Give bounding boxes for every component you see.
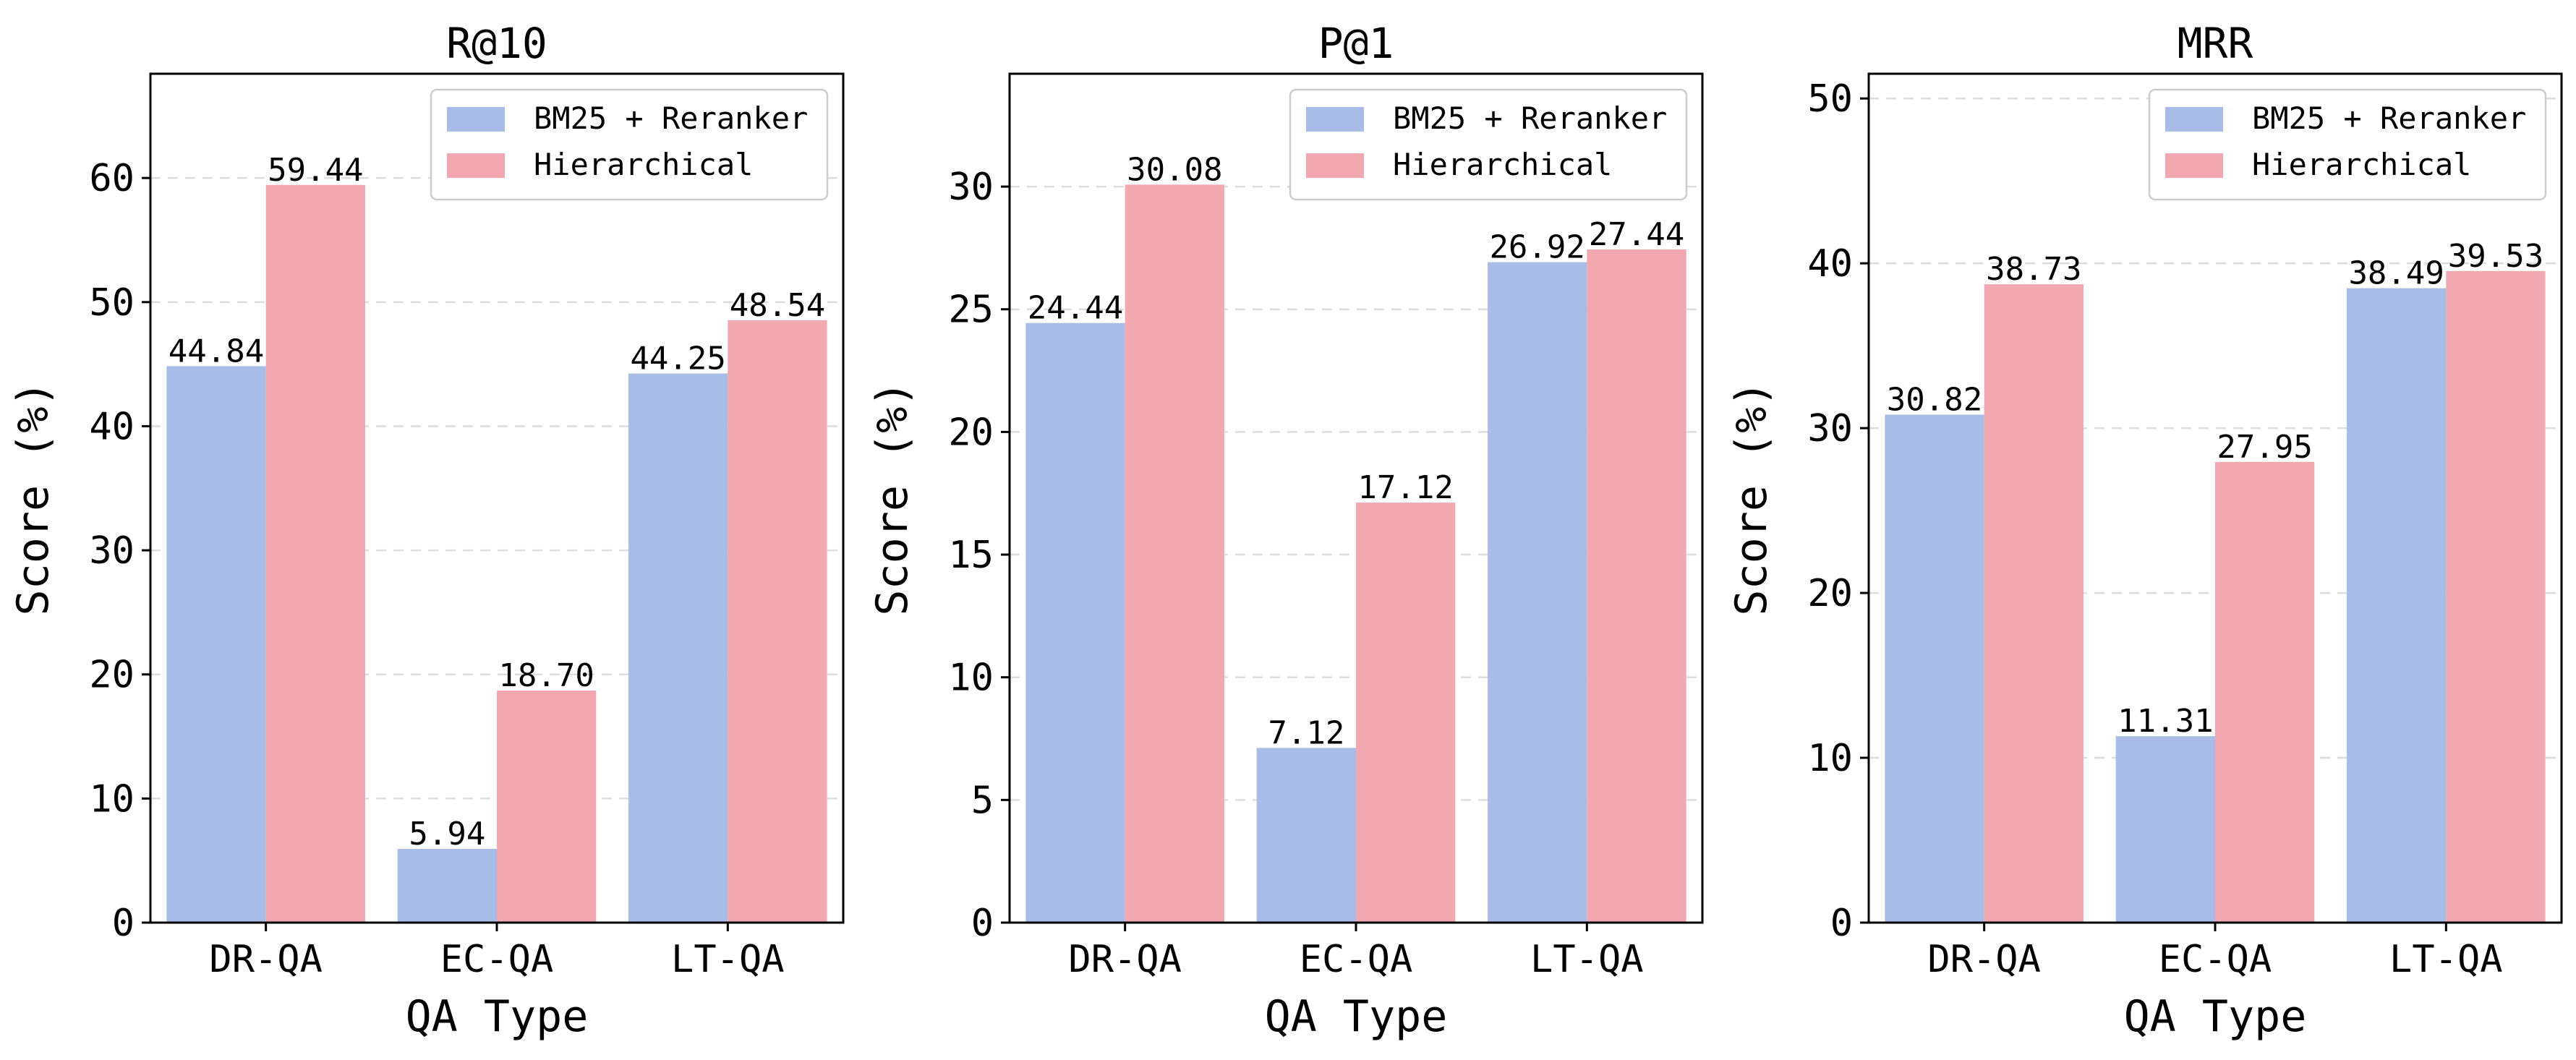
y-tick-label: 30 bbox=[948, 166, 994, 209]
bar-bm25-reranker-lt-qa bbox=[2347, 288, 2447, 923]
y-tick-label: 5 bbox=[971, 779, 994, 822]
legend-swatch bbox=[447, 107, 505, 132]
bar-value-label: 30.82 bbox=[1887, 381, 1982, 418]
bar-bm25-reranker-lt-qa bbox=[1488, 262, 1587, 923]
y-tick-label: 25 bbox=[948, 288, 994, 332]
bar-hierarchical-lt-qa bbox=[728, 320, 827, 923]
x-axis-label: QA Type bbox=[2124, 991, 2307, 1042]
chart-title: R@10 bbox=[446, 19, 547, 68]
legend-frame bbox=[2148, 88, 2547, 201]
bar-hierarchical-ec-qa bbox=[1356, 503, 1456, 923]
chart-panel-2: 24.44 7.12 26.92 30.08 17.12 27.44 0 5 10 15 20 25 3… bbox=[867, 19, 1704, 1042]
bar-value-label: 24.44 bbox=[1028, 290, 1123, 327]
y-tick-label: 10 bbox=[948, 657, 994, 700]
x-tick-label: LT-QA bbox=[671, 938, 785, 981]
bar-value-label: 44.25 bbox=[630, 341, 725, 377]
legend-swatch bbox=[2165, 107, 2223, 132]
bar-bm25-reranker-dr-qa bbox=[1025, 322, 1125, 923]
x-tick-label: DR-QA bbox=[1927, 938, 2041, 981]
legend-swatch bbox=[1306, 107, 1364, 132]
y-tick-label: 20 bbox=[948, 411, 994, 454]
x-axis-label: QA Type bbox=[406, 991, 589, 1042]
chart-panel-1: 44.84 5.94 44.25 59.44 18.70 48.54 0 10 20 30 40 50… bbox=[8, 19, 845, 1042]
bar-hierarchical-ec-qa bbox=[2215, 461, 2315, 923]
bar-hierarchical-dr-qa bbox=[1984, 284, 2084, 923]
y-axis-label: Score (%) bbox=[867, 380, 918, 615]
bar-value-label: 48.54 bbox=[730, 287, 825, 324]
x-tick-label: LT-QA bbox=[2389, 938, 2503, 981]
x-tick-label: DR-QA bbox=[209, 938, 323, 981]
chart-legend: BM25 + Reranker Hierarchical bbox=[2148, 88, 2547, 201]
bar-bm25-reranker-ec-qa bbox=[2115, 736, 2215, 923]
x-tick-label: EC-QA bbox=[1300, 938, 1413, 981]
bar-value-label: 5.94 bbox=[409, 816, 485, 852]
y-tick-label: 50 bbox=[89, 281, 135, 325]
legend-swatch bbox=[2165, 153, 2223, 178]
chart-title: MRR bbox=[2178, 19, 2253, 68]
bar-hierarchical-ec-qa bbox=[497, 691, 597, 923]
legend-entry-label: BM25 + Reranker bbox=[2252, 101, 2526, 136]
y-tick-label: 10 bbox=[1807, 737, 1853, 780]
y-tick-label: 0 bbox=[112, 902, 135, 945]
bar-value-label: 38.73 bbox=[1986, 251, 2081, 288]
bar-value-label: 27.95 bbox=[2217, 429, 2312, 466]
legend-swatch bbox=[1306, 153, 1364, 178]
legend-swatch bbox=[447, 153, 505, 178]
y-tick-label: 10 bbox=[89, 777, 135, 821]
bar-value-label: 38.49 bbox=[2348, 255, 2444, 292]
y-tick-label: 50 bbox=[1807, 77, 1853, 121]
bar-bm25-reranker-lt-qa bbox=[628, 373, 728, 923]
bar-value-label: 44.84 bbox=[169, 333, 264, 369]
legend-entry-label: BM25 + Reranker bbox=[534, 101, 808, 136]
y-tick-label: 40 bbox=[1807, 242, 1853, 286]
bar-value-label: 7.12 bbox=[1268, 714, 1344, 751]
bar-value-label: 27.44 bbox=[1589, 216, 1684, 253]
bar-value-label: 11.31 bbox=[2117, 703, 2213, 740]
bar-value-label: 30.08 bbox=[1127, 151, 1222, 188]
x-tick-label: EC-QA bbox=[2159, 938, 2272, 981]
bar-bm25-reranker-ec-qa bbox=[397, 849, 497, 923]
y-axis-label: Score (%) bbox=[1726, 380, 1777, 615]
chart-title: P@1 bbox=[1318, 19, 1394, 68]
chart-legend: BM25 + Reranker Hierarchical bbox=[430, 88, 829, 201]
legend-entry-label: Hierarchical bbox=[1393, 147, 1612, 182]
bar-value-label: 26.92 bbox=[1489, 229, 1585, 266]
y-tick-label: 30 bbox=[1807, 407, 1853, 450]
legend-entry-label: Hierarchical bbox=[2252, 147, 2471, 182]
chart-legend: BM25 + Reranker Hierarchical bbox=[1289, 88, 1688, 201]
bar-hierarchical-dr-qa bbox=[265, 184, 365, 923]
bar-hierarchical-lt-qa bbox=[1587, 249, 1686, 923]
y-tick-label: 60 bbox=[89, 157, 135, 200]
y-axis-label: Score (%) bbox=[8, 380, 59, 615]
bar-hierarchical-lt-qa bbox=[2446, 270, 2546, 923]
y-tick-label: 0 bbox=[971, 902, 994, 945]
x-tick-label: EC-QA bbox=[440, 938, 554, 981]
y-tick-label: 20 bbox=[1807, 572, 1853, 615]
bar-value-label: 39.53 bbox=[2448, 238, 2543, 275]
legend-frame bbox=[430, 88, 829, 201]
chart-panel-3: 30.82 11.31 38.49 38.73 27.95 39.53 0 10 20 30 40 5… bbox=[1726, 19, 2563, 1042]
legend-entry-label: Hierarchical bbox=[534, 147, 753, 182]
y-tick-label: 40 bbox=[89, 405, 135, 448]
y-tick-label: 30 bbox=[89, 529, 135, 573]
bar-hierarchical-dr-qa bbox=[1125, 184, 1224, 923]
bar-value-label: 59.44 bbox=[268, 152, 363, 189]
x-tick-label: DR-QA bbox=[1068, 938, 1182, 981]
y-tick-label: 20 bbox=[89, 654, 135, 697]
legend-entry-label: BM25 + Reranker bbox=[1393, 101, 1667, 136]
x-tick-label: LT-QA bbox=[1530, 938, 1644, 981]
bar-bm25-reranker-dr-qa bbox=[166, 366, 266, 923]
y-tick-label: 15 bbox=[948, 534, 994, 577]
y-tick-label: 0 bbox=[1830, 902, 1853, 945]
x-axis-label: QA Type bbox=[1265, 991, 1448, 1042]
bar-value-label: 17.12 bbox=[1357, 469, 1453, 506]
legend-frame bbox=[1289, 88, 1688, 201]
bar-value-label: 18.70 bbox=[498, 657, 594, 694]
bar-bm25-reranker-ec-qa bbox=[1256, 748, 1356, 923]
bar-bm25-reranker-dr-qa bbox=[1885, 414, 1984, 923]
